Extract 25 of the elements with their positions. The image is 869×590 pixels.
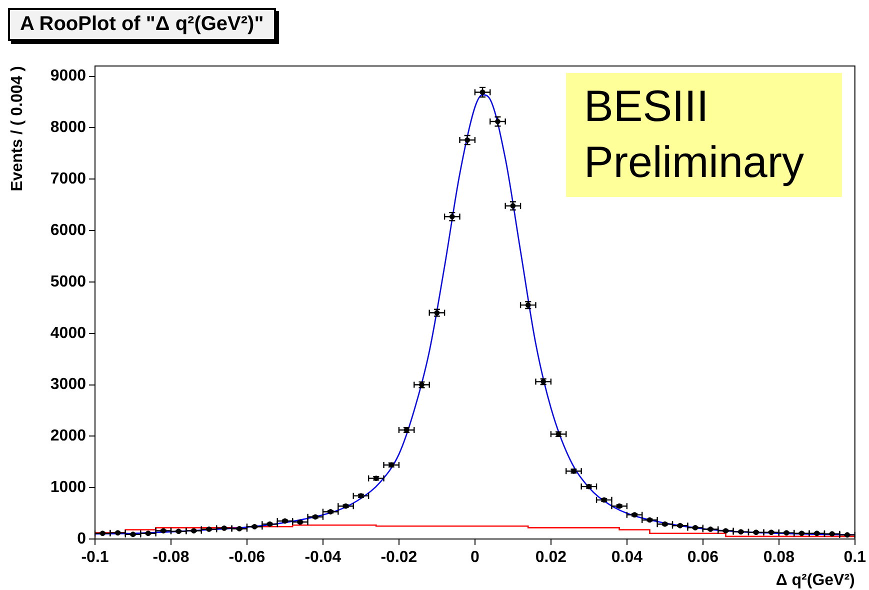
y-tick-label: 8000 [50,119,86,136]
x-tick-label: -0.04 [304,549,342,566]
chart-title: A RooPlot of "Δ q²(GeV²)" [8,8,276,41]
x-tick-label: 0.06 [687,549,719,566]
x-tick-label: 0.04 [611,549,643,566]
x-tick-label: 0.08 [763,549,795,566]
y-tick-label: 4000 [50,324,86,342]
y-tick-label: 3000 [50,376,86,394]
y-tick-label: 0 [77,530,86,548]
y-tick-label: 2000 [50,428,86,445]
annotation: BESIII Preliminary [566,73,842,197]
x-tick-label: -0.02 [380,549,418,566]
x-tick-label: -0.08 [152,549,190,566]
y-axis-title: Events / ( 0.004 ) [9,66,26,192]
x-tick-label: -0.1 [81,549,109,566]
x-tick-label: 0.02 [535,549,567,566]
y-tick-label: 9000 [50,68,86,85]
x-axis-title: Δ q²(GeV²) [776,572,855,589]
y-tick-label: 5000 [50,273,86,290]
y-tick-label: 6000 [50,222,86,239]
x-tick-label: 0.1 [844,549,866,566]
x-tick-label: 0 [470,549,480,566]
x-tick-label: -0.06 [228,549,266,566]
y-tick-label: 7000 [50,170,86,188]
y-tick-label: 1000 [50,478,86,496]
